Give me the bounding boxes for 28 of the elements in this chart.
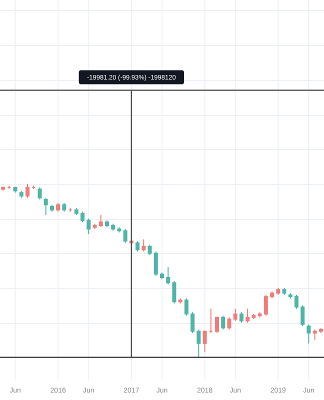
candlestick <box>154 251 158 276</box>
candlestick <box>246 308 250 324</box>
candlestick <box>221 315 226 330</box>
candlestick <box>172 280 176 304</box>
candlestick <box>80 211 85 223</box>
candlestick <box>166 266 170 285</box>
candlestick <box>98 214 103 228</box>
candlestick <box>123 228 128 244</box>
candlestick <box>202 330 207 353</box>
candlestick <box>306 324 311 344</box>
candlestick <box>184 298 188 316</box>
candlestick <box>26 183 30 198</box>
candlestick <box>239 312 244 324</box>
candlestick <box>312 329 317 340</box>
candlestick <box>227 316 232 330</box>
candlestick <box>44 197 48 216</box>
candlestick <box>294 294 298 310</box>
candlestick <box>190 312 195 334</box>
candlestick <box>264 294 268 316</box>
candlestick <box>148 244 152 256</box>
candlestick <box>300 304 305 327</box>
candlestick <box>196 329 201 358</box>
candlestick <box>233 308 238 322</box>
candlestick <box>86 218 91 235</box>
candlestick <box>38 186 42 200</box>
candlestick <box>142 238 146 252</box>
candlestick <box>136 240 140 252</box>
candlestick <box>215 316 220 334</box>
